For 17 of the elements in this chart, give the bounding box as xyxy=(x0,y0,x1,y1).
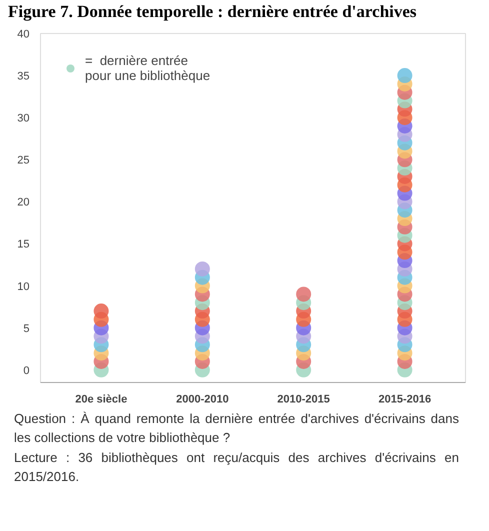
y-tick-label: 0 xyxy=(23,365,30,378)
legend-label: = dernière entrée pour une bibliothèque xyxy=(85,53,210,84)
x-tick-label: 2000-2010 xyxy=(176,394,229,406)
chart-title: Figure 7. Donnée temporelle : dernière entrée d'archives xyxy=(8,1,417,23)
y-tick-label: 40 xyxy=(17,28,30,41)
y-tick-label: 15 xyxy=(17,239,30,252)
x-tick-label: 2010-2015 xyxy=(277,394,330,406)
text: Question : À quand remonte la dernière entrée d'archives d'écrivains dans les collections de votre bibliothèque ? xyxy=(14,410,459,447)
x-tick-label: 2015-2016 xyxy=(378,394,432,406)
y-tick-label: 30 xyxy=(17,112,30,125)
y-tick-label: 25 xyxy=(17,154,30,167)
text: Lecture : 36 bibliothèques ont reçu/acquis des archives d'écrivains en 2015/2016. xyxy=(14,449,459,486)
y-tick-label: 10 xyxy=(17,281,30,294)
y-tick-label: 20 xyxy=(17,196,30,209)
x-tick-label: 20e siècle xyxy=(75,394,128,406)
y-tick-label: 5 xyxy=(23,323,30,336)
y-tick-label: 35 xyxy=(17,70,30,83)
